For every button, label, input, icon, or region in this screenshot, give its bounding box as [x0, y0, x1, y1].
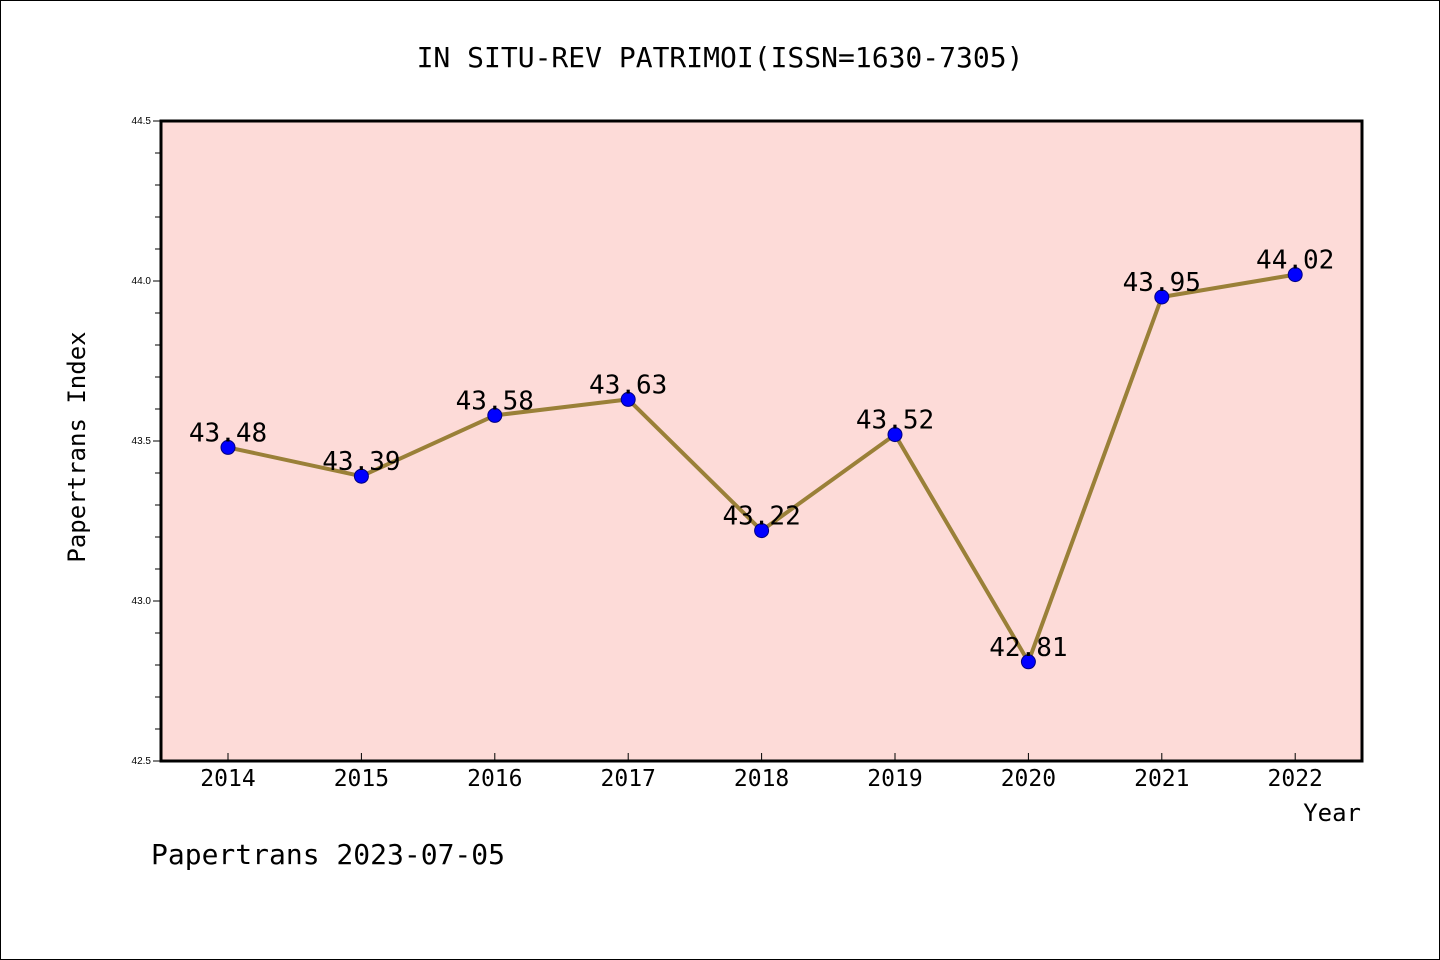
- x-tick-label: 2016: [467, 766, 522, 792]
- x-tick-label: 2015: [334, 766, 389, 792]
- data-point: [1287, 267, 1303, 283]
- data-point: [620, 391, 636, 407]
- y-tick-label: 43.0: [132, 596, 152, 607]
- y-tick-label: 44.5: [132, 116, 152, 127]
- y-axis: 42.5 43.0 43.5 44.0 44.5: [132, 116, 161, 767]
- y-tick-label: 44.0: [132, 276, 152, 287]
- x-tick-label: 2018: [734, 766, 789, 792]
- data-point: [754, 523, 770, 539]
- x-tick-label: 2021: [1134, 766, 1189, 792]
- data-label: 43.52: [856, 406, 934, 436]
- chart-title: IN SITU-REV PATRIMOI(ISSN=1630-7305): [417, 41, 1024, 74]
- data-points: [220, 267, 1303, 670]
- data-point: [1154, 289, 1170, 305]
- data-label: 43.63: [589, 370, 667, 400]
- y-tick-label: 42.5: [132, 756, 152, 767]
- data-label: 44.02: [1256, 246, 1334, 276]
- data-point: [353, 468, 369, 484]
- data-label: 43.39: [322, 447, 400, 477]
- x-tick-label: 2020: [1001, 766, 1056, 792]
- data-point: [220, 439, 236, 455]
- x-tick-label: 2019: [867, 766, 922, 792]
- data-label: 43.48: [189, 418, 267, 448]
- x-tick-label: 2022: [1268, 766, 1323, 792]
- y-tick-label: 43.5: [132, 436, 152, 447]
- x-axis-label: Year: [1303, 799, 1361, 827]
- data-label: 43.95: [1123, 268, 1201, 298]
- data-point: [1020, 654, 1036, 670]
- data-point: [887, 427, 903, 443]
- x-tick-label: 2017: [601, 766, 656, 792]
- data-label: 43.22: [722, 502, 800, 532]
- data-labels: 43.48 43.39 43.58 43.63 43.22 43.52 42.81 43.95…: [189, 246, 1334, 663]
- footer-stamp: Papertrans 2023-07-05: [151, 838, 505, 871]
- data-point: [487, 407, 503, 423]
- x-tick-label: 2014: [200, 766, 255, 792]
- y-axis-label: Papertrans Index: [63, 331, 91, 562]
- data-label: 43.58: [456, 386, 534, 416]
- data-label: 42.81: [989, 633, 1067, 663]
- x-axis: 2014 2015 2016 2017 2018 2019 2020 2021 2022: [200, 753, 1323, 792]
- plot-area: [159, 119, 1364, 763]
